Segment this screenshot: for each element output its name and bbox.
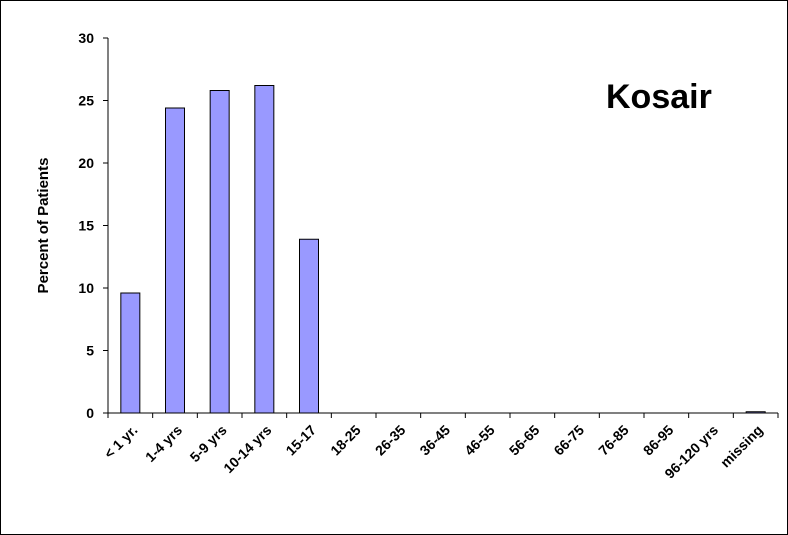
y-tick-label: 15 <box>78 218 94 234</box>
y-tick-label: 30 <box>78 30 94 46</box>
x-tick-label: 46-55 <box>461 422 498 459</box>
bar <box>299 238 319 414</box>
x-tick-label: < 1 yr. <box>101 422 141 462</box>
x-tick-label: 18-25 <box>327 422 364 459</box>
x-tick-label: 15-17 <box>282 422 319 459</box>
chart-annotation: Kosair <box>606 78 712 116</box>
bars <box>120 85 766 414</box>
bar <box>209 90 230 414</box>
x-tick-label: 5-9 yrs <box>187 422 230 465</box>
bar <box>165 107 185 414</box>
x-tick-label: 66-75 <box>550 422 587 459</box>
x-tick-label: 76-85 <box>595 422 632 459</box>
x-tick-label: 10-14 yrs <box>220 422 274 476</box>
bar <box>254 85 275 414</box>
x-tick-label: 36-45 <box>416 422 453 459</box>
y-tick-label: 25 <box>78 93 94 109</box>
y-tick-label: 20 <box>78 155 94 171</box>
y-axis-title: Percent of Patients <box>35 158 52 294</box>
x-tick-label: 56-65 <box>506 422 543 459</box>
y-axis-ticks: 0 5 10 15 20 25 30 <box>78 30 108 421</box>
y-tick-label: 10 <box>78 280 94 296</box>
x-tick-label: 26-35 <box>372 422 409 459</box>
y-tick-label: 5 <box>86 343 94 359</box>
y-tick-label: 0 <box>86 405 94 421</box>
x-tick-label: 86-95 <box>640 422 677 459</box>
bar <box>120 292 141 414</box>
x-tick-label: missing <box>717 422 766 471</box>
x-tick-label: 1-4 yrs <box>142 422 185 465</box>
